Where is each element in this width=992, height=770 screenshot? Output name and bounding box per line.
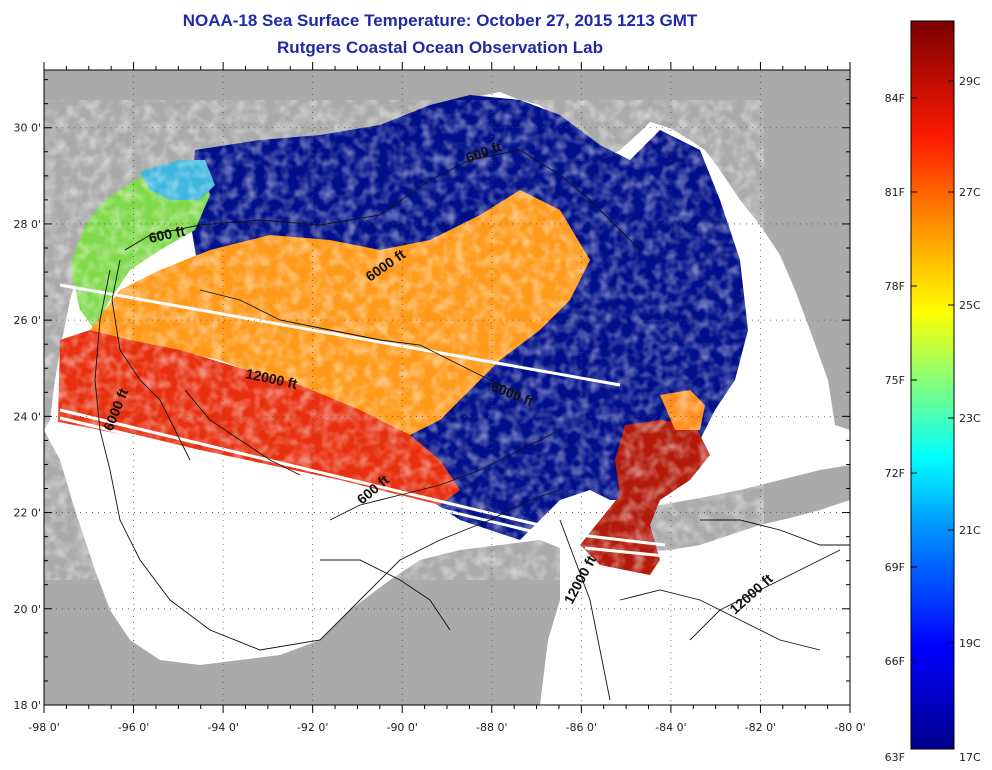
lon-tick-label: -82 0' [745, 721, 777, 734]
lon-tick-label: -86 0' [566, 721, 598, 734]
land-mexico [44, 430, 560, 705]
colorbar-f-label: 78F [885, 280, 905, 293]
lon-tick-label: -96 0' [118, 721, 150, 734]
colorbar-f-label: 63F [885, 751, 905, 764]
lat-tick-label: 18 0' [13, 699, 41, 712]
colorbar-c-label: 19C [959, 637, 981, 650]
graticule [44, 70, 850, 705]
lon-tick-label: -98 0' [28, 721, 60, 734]
colorbar-f-label: 75F [885, 374, 905, 387]
frame-ticks [43, 62, 851, 713]
lat-tick-label: 22 0' [13, 507, 41, 520]
map-subtitle: Rutgers Coastal Ocean Observation Lab [277, 38, 603, 57]
colorbar-f-label: 81F [885, 186, 905, 199]
colorbar-celsius-labels: 29C 27C 25C 23C 21C 19C 17C [959, 75, 981, 764]
colorbar [910, 20, 955, 750]
colorbar-f-label: 69F [885, 561, 905, 574]
colorbar-c-label: 21C [959, 524, 981, 537]
lat-tick-label: 24 0' [13, 410, 41, 423]
scan-gaps [59, 283, 666, 558]
lat-tick-label: 30 0' [13, 122, 41, 135]
colorbar-ticks [911, 80, 954, 662]
lon-tick-label: -94 0' [207, 721, 239, 734]
lat-tick-label: 20 0' [13, 603, 41, 616]
lon-tick-label: -92 0' [297, 721, 329, 734]
bathymetry-contours [94, 149, 850, 701]
lon-tick-label: -90 0' [386, 721, 418, 734]
lon-tick-label: -84 0' [655, 721, 687, 734]
colorbar-f-label: 72F [885, 467, 905, 480]
colorbar-c-label: 23C [959, 412, 981, 425]
lon-tick-label: -88 0' [476, 721, 508, 734]
longitude-labels: -98 0' -96 0' -94 0' -92 0' -90 0' -88 0' -86 … [28, 721, 866, 734]
colorbar-c-label: 27C [959, 186, 981, 199]
colorbar-f-label: 84F [885, 92, 905, 105]
colorbar-c-label: 25C [959, 299, 981, 312]
contour-label: 600 ft [147, 223, 186, 246]
colorbar-f-label: 66F [885, 655, 905, 668]
colorbar-c-label: 17C [959, 751, 981, 764]
colorbar-c-label: 29C [959, 75, 981, 88]
lon-tick-label: -80 0' [834, 721, 866, 734]
cloud-speckle [44, 100, 764, 580]
map-title: NOAA-18 Sea Surface Temperature: October… [182, 11, 698, 30]
colorbar-fahrenheit-labels: 84F 81F 78F 75F 72F 69F 66F 63F [885, 92, 905, 764]
latitude-labels: 18 0' 20 0' 22 0' 24 0' 26 0' 28 0' 30 0' [13, 122, 41, 712]
lat-tick-label: 28 0' [13, 218, 41, 231]
lat-tick-label: 26 0' [13, 314, 41, 327]
